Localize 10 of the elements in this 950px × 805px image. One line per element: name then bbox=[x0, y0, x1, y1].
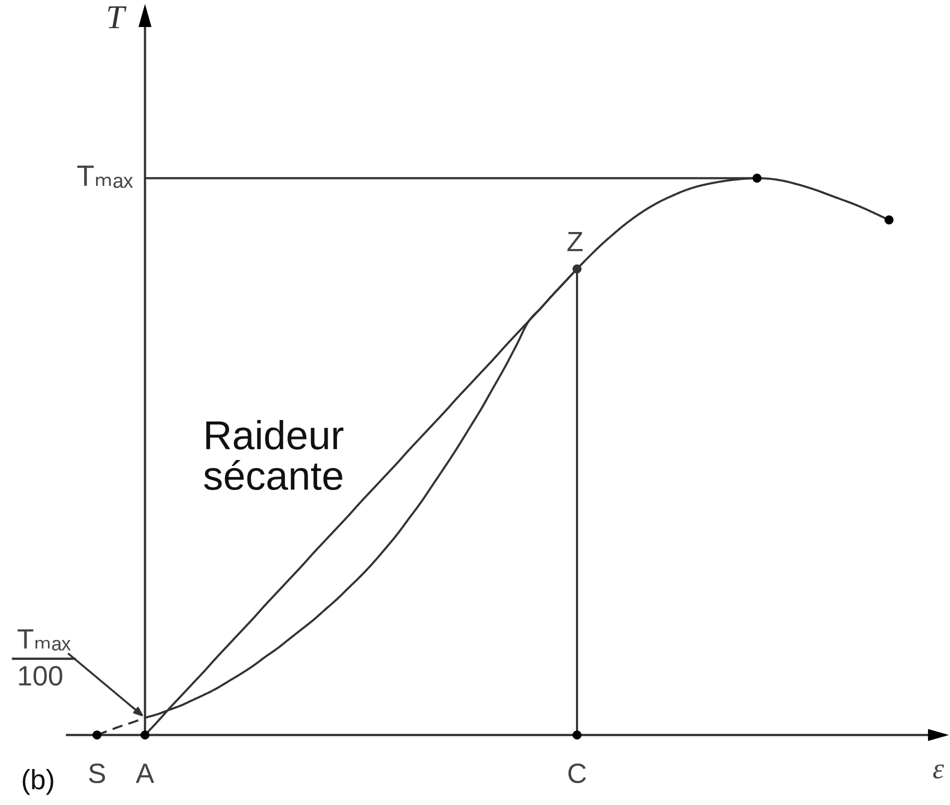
x-tick-label: C bbox=[568, 764, 586, 784]
y-axis-title: T bbox=[108, 6, 126, 28]
annotation: Tₘₐₓ bbox=[77, 166, 133, 188]
x-tick-label: A bbox=[136, 764, 154, 783]
annotation: Tₘₐₓ 100 bbox=[18, 629, 71, 686]
annotation: Z bbox=[567, 232, 583, 252]
annotation: Raideur sécante bbox=[204, 420, 344, 490]
x-tick-label: S bbox=[89, 764, 105, 784]
x-axis-title: ε bbox=[933, 764, 944, 779]
text: (b) bbox=[22, 769, 54, 795]
